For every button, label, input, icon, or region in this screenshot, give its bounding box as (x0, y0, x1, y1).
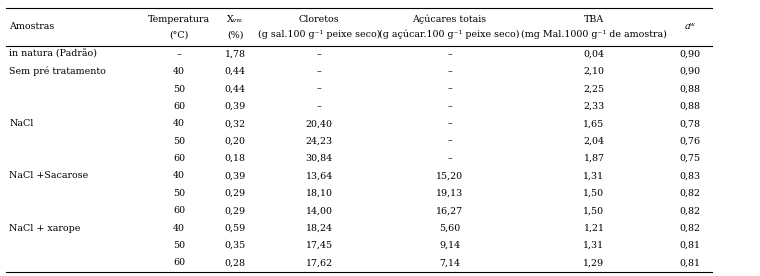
Text: 0,81: 0,81 (679, 258, 701, 267)
Text: 5,60: 5,60 (439, 224, 460, 233)
Text: 60: 60 (173, 206, 185, 215)
Text: Cloretos: Cloretos (299, 15, 340, 24)
Text: –: – (447, 67, 452, 76)
Text: 0,82: 0,82 (679, 206, 701, 215)
Text: 0,83: 0,83 (679, 171, 701, 181)
Text: 1,50: 1,50 (584, 206, 604, 215)
Text: 1,31: 1,31 (584, 171, 604, 181)
Text: 15,20: 15,20 (436, 171, 463, 181)
Text: 0,90: 0,90 (679, 50, 701, 59)
Text: –: – (447, 137, 452, 146)
Text: 60: 60 (173, 102, 185, 111)
Text: in natura (Padrão): in natura (Padrão) (9, 50, 97, 59)
Text: 0,28: 0,28 (225, 258, 245, 267)
Text: 2,25: 2,25 (584, 84, 604, 94)
Text: TBA: TBA (584, 15, 604, 24)
Text: –: – (317, 102, 321, 111)
Text: 18,10: 18,10 (306, 189, 333, 198)
Text: 1,78: 1,78 (225, 50, 245, 59)
Text: 19,13: 19,13 (436, 189, 463, 198)
Text: 1,87: 1,87 (584, 154, 604, 163)
Text: 0,75: 0,75 (679, 154, 701, 163)
Text: 16,27: 16,27 (436, 206, 463, 215)
Text: 0,76: 0,76 (679, 137, 701, 146)
Text: 0,44: 0,44 (225, 67, 245, 76)
Text: (mg Mal.1000 g⁻¹ de amostra): (mg Mal.1000 g⁻¹ de amostra) (521, 30, 667, 39)
Text: 13,64: 13,64 (306, 171, 333, 181)
Text: 0,04: 0,04 (584, 50, 604, 59)
Text: 30,84: 30,84 (306, 154, 333, 163)
Text: 1,31: 1,31 (584, 241, 604, 250)
Text: 0,44: 0,44 (225, 84, 245, 94)
Text: (g sal.100 g⁻¹ peixe seco): (g sal.100 g⁻¹ peixe seco) (258, 30, 381, 39)
Text: Açúcares totais: Açúcares totais (413, 14, 486, 24)
Text: 0,32: 0,32 (225, 119, 245, 128)
Text: –: – (447, 154, 452, 163)
Text: NaCl +Sacarose: NaCl +Sacarose (9, 171, 88, 181)
Text: 0,35: 0,35 (225, 241, 245, 250)
Text: –: – (317, 84, 321, 94)
Text: 14,00: 14,00 (306, 206, 333, 215)
Text: 60: 60 (173, 258, 185, 267)
Text: 40: 40 (173, 119, 185, 128)
Text: –: – (447, 50, 452, 59)
Text: 0,29: 0,29 (225, 206, 245, 215)
Text: Temperatura: Temperatura (148, 15, 210, 24)
Text: 0,39: 0,39 (225, 171, 245, 181)
Text: (°C): (°C) (169, 30, 188, 39)
Text: 1,65: 1,65 (584, 119, 604, 128)
Text: 0,20: 0,20 (225, 137, 245, 146)
Text: 0,90: 0,90 (679, 67, 701, 76)
Text: 0,39: 0,39 (225, 102, 245, 111)
Text: 0,29: 0,29 (225, 189, 245, 198)
Text: 1,21: 1,21 (584, 224, 604, 233)
Text: (%): (%) (227, 30, 243, 39)
Text: aʷ: aʷ (685, 22, 695, 31)
Text: 7,14: 7,14 (439, 258, 460, 267)
Text: 2,33: 2,33 (584, 102, 604, 111)
Text: 1,50: 1,50 (584, 189, 604, 198)
Text: –: – (447, 84, 452, 94)
Text: 2,10: 2,10 (584, 67, 604, 76)
Text: 50: 50 (173, 241, 185, 250)
Text: 0,82: 0,82 (679, 224, 701, 233)
Text: 17,45: 17,45 (306, 241, 333, 250)
Text: 20,40: 20,40 (306, 119, 333, 128)
Text: 9,14: 9,14 (439, 241, 460, 250)
Text: 1,29: 1,29 (584, 258, 604, 267)
Text: 18,24: 18,24 (306, 224, 333, 233)
Text: 50: 50 (173, 84, 185, 94)
Text: 0,81: 0,81 (679, 241, 701, 250)
Text: 0,88: 0,88 (679, 84, 701, 94)
Text: (g açúcar.100 g⁻¹ peixe seco): (g açúcar.100 g⁻¹ peixe seco) (379, 30, 520, 39)
Text: NaCl + xarope: NaCl + xarope (9, 224, 81, 233)
Text: 40: 40 (173, 224, 185, 233)
Text: 0,18: 0,18 (225, 154, 245, 163)
Text: 60: 60 (173, 154, 185, 163)
Text: Sem pré tratamento: Sem pré tratamento (9, 67, 106, 76)
Text: Xᵥₘ: Xᵥₘ (227, 15, 243, 24)
Text: 0,88: 0,88 (679, 102, 701, 111)
Text: –: – (317, 67, 321, 76)
Text: 0,59: 0,59 (225, 224, 245, 233)
Text: Amostras: Amostras (9, 22, 55, 31)
Text: 40: 40 (173, 171, 185, 181)
Text: –: – (317, 50, 321, 59)
Text: 2,04: 2,04 (584, 137, 604, 146)
Text: –: – (447, 102, 452, 111)
Text: 50: 50 (173, 137, 185, 146)
Text: –: – (447, 119, 452, 128)
Text: –: – (176, 50, 182, 59)
Text: 17,62: 17,62 (306, 258, 333, 267)
Text: 24,23: 24,23 (306, 137, 333, 146)
Text: 0,78: 0,78 (679, 119, 701, 128)
Text: 0,82: 0,82 (679, 189, 701, 198)
Text: 40: 40 (173, 67, 185, 76)
Text: 50: 50 (173, 189, 185, 198)
Text: NaCl: NaCl (9, 119, 33, 128)
